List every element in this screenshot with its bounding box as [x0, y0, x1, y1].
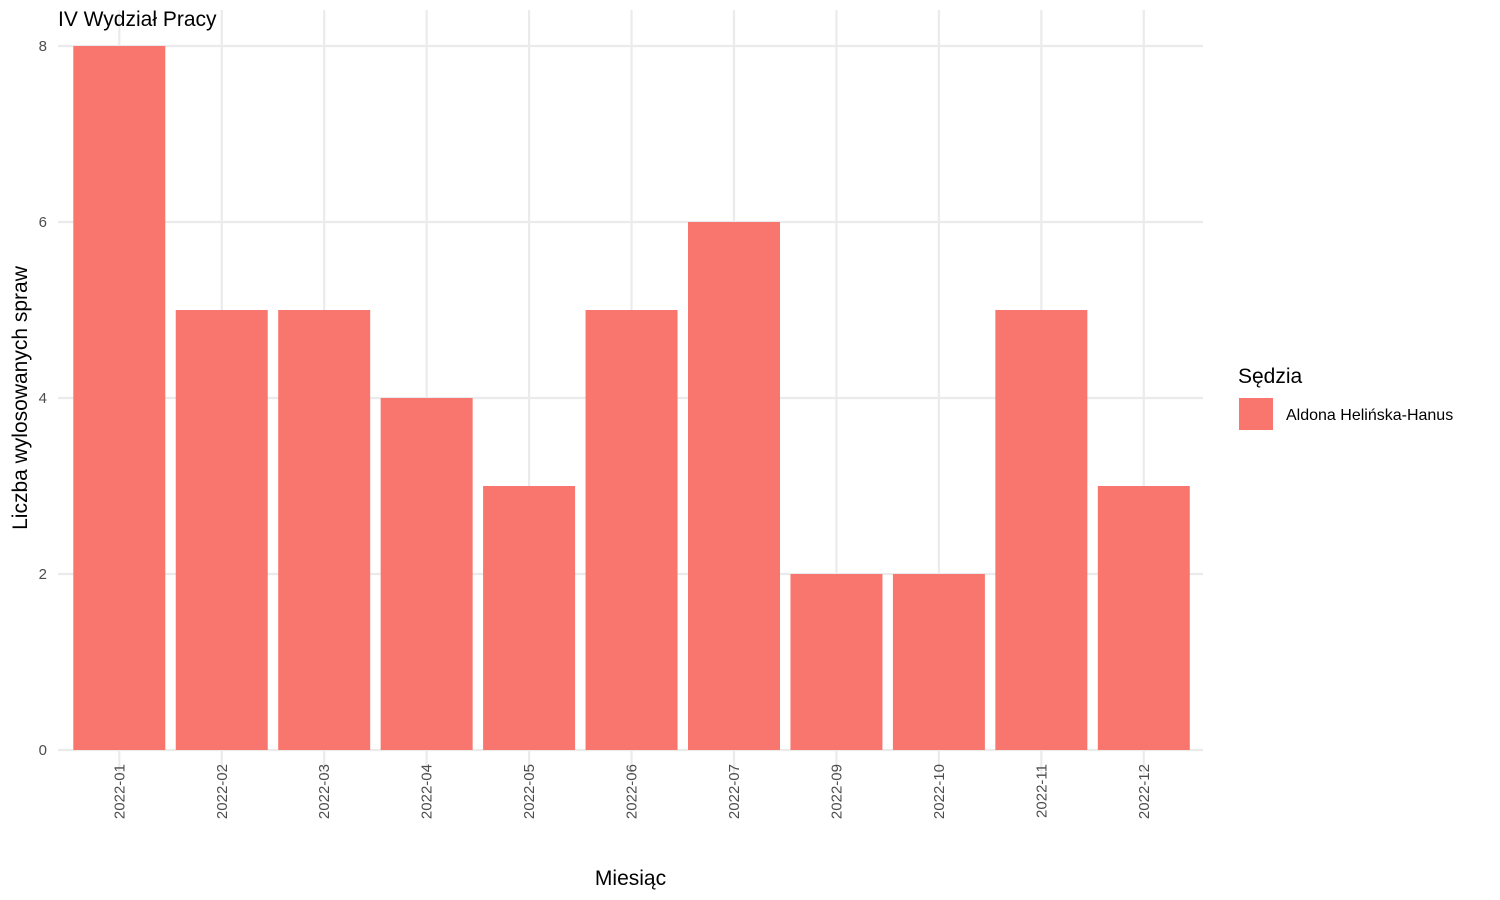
legend-title: Sędzia [1238, 365, 1303, 388]
legend: Sędzia Aldona Helińska-Hanus [1238, 365, 1453, 430]
x-tick-label: 2022-07 [726, 764, 743, 819]
x-tick-label: 2022-05 [521, 764, 538, 819]
y-tick-label: 8 [39, 38, 47, 55]
chart-title: IV Wydział Pracy [58, 8, 217, 31]
x-tick-label: 2022-10 [931, 764, 948, 819]
bar-2022-09 [790, 574, 883, 750]
bar-2022-07 [688, 222, 780, 750]
x-tick-label: 2022-04 [419, 764, 436, 819]
y-tick-label: 2 [39, 566, 47, 583]
x-tick-label: 2022-02 [214, 764, 231, 819]
bar-2022-10 [892, 574, 985, 750]
bar-2022-11 [995, 310, 1088, 750]
bar-2022-12 [1097, 486, 1190, 750]
x-tick-label: 2022-11 [1033, 764, 1050, 818]
x-tick-label: 2022-03 [316, 764, 333, 819]
x-axis-ticks: 2022-01 2022-02 2022-03 2022-04 2022-05 2022-… [111, 764, 1153, 819]
bar-2022-01 [73, 46, 166, 750]
y-axis-ticks: 0 2 4 6 8 [39, 38, 47, 759]
bar-2022-05 [483, 486, 576, 750]
y-tick-label: 6 [39, 214, 47, 231]
y-tick-label: 4 [39, 390, 47, 407]
bar-2022-06 [585, 310, 678, 750]
x-axis-title: Miesiąc [595, 867, 666, 890]
x-tick-label: 2022-12 [1136, 764, 1153, 819]
bar-2022-03 [278, 310, 371, 750]
x-tick-label: 2022-09 [828, 764, 845, 819]
legend-key [1239, 398, 1273, 430]
bar-2022-02 [175, 310, 268, 750]
x-tick-label: 2022-06 [624, 764, 641, 819]
bar-2022-04 [380, 398, 473, 750]
y-axis-title: Liczba wylosowanych spraw [9, 265, 32, 530]
legend-label: Aldona Helińska-Hanus [1286, 407, 1453, 424]
bars [73, 46, 1190, 750]
x-tick-label: 2022-01 [111, 764, 128, 819]
y-tick-label: 0 [39, 742, 47, 759]
